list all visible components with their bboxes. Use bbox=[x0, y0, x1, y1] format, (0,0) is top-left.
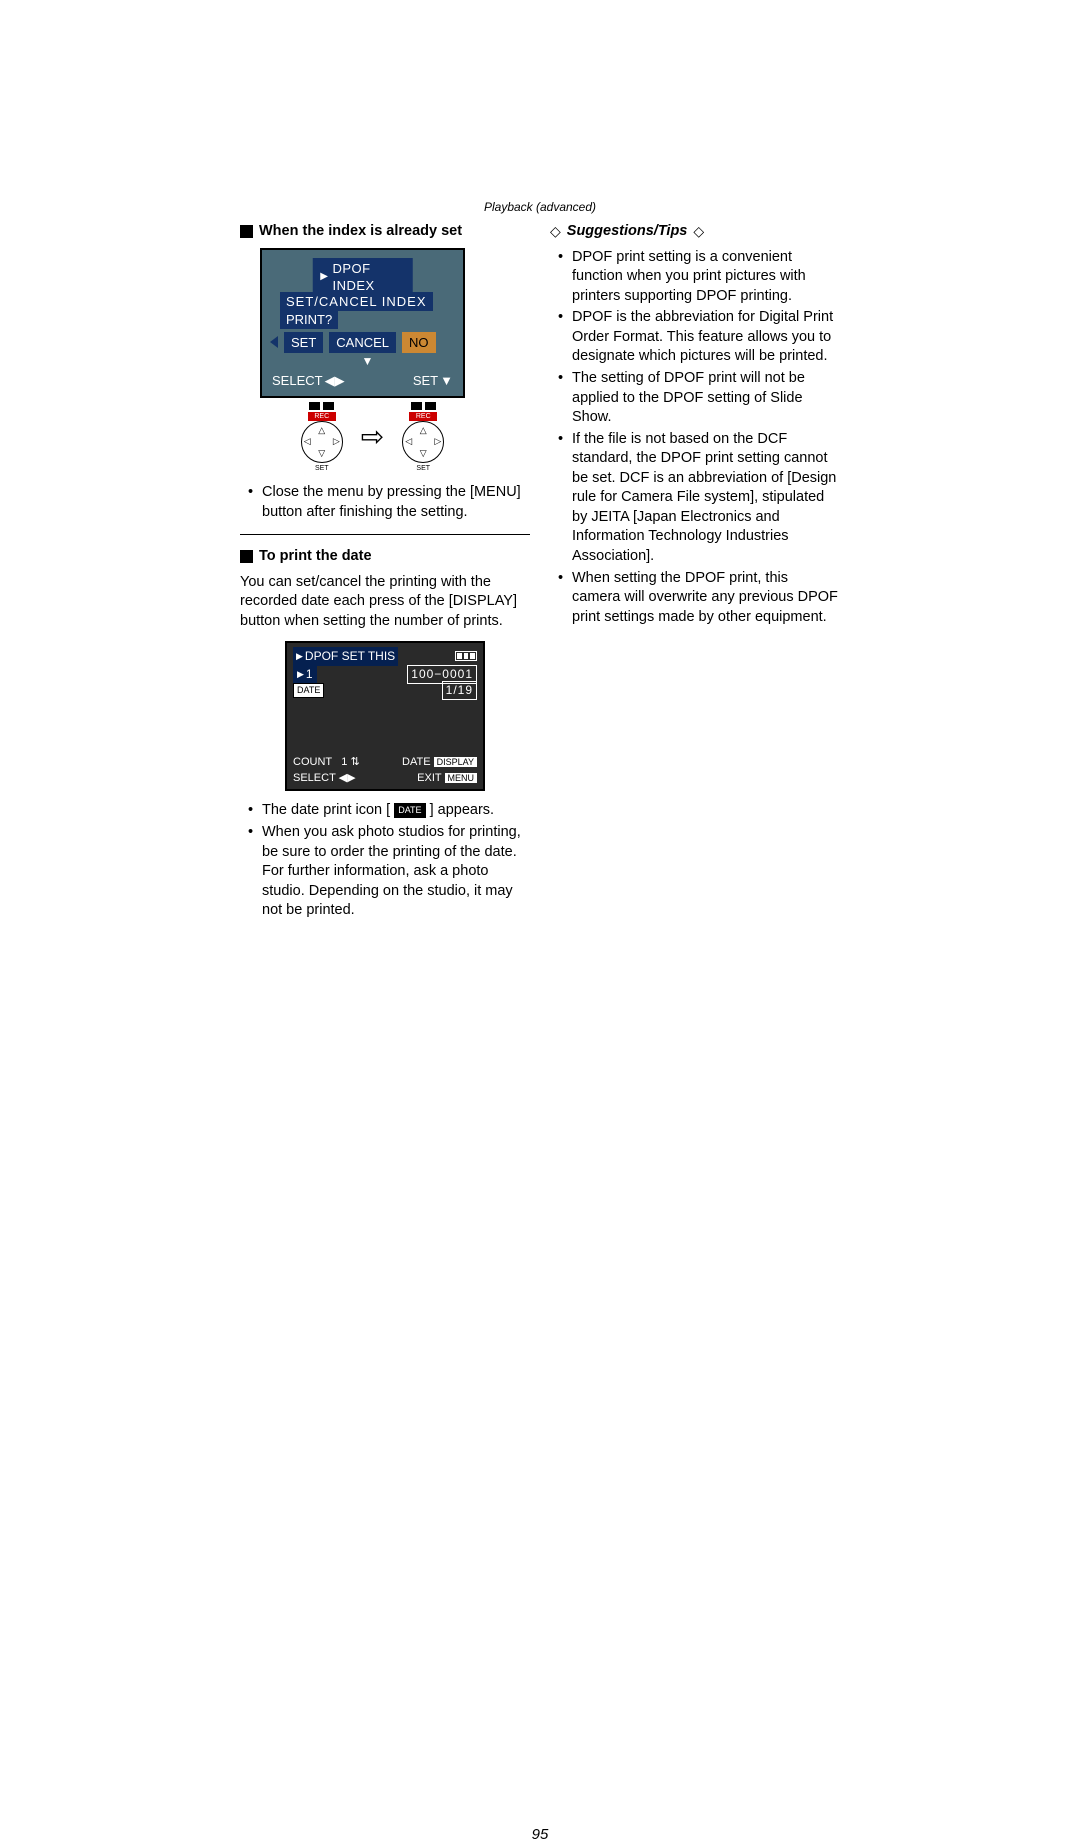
dpad-set-label: SET bbox=[315, 464, 329, 473]
tip-item: When setting the DPOF print, this camera… bbox=[562, 569, 840, 628]
left-column: When the index is already set DPOF INDEX… bbox=[240, 222, 530, 923]
header-playback: Playback (advanced) bbox=[240, 200, 840, 214]
dpad-left: REC △▽ ◁▷ SET bbox=[301, 402, 343, 473]
square-bullet-icon bbox=[240, 550, 253, 563]
battery-icon bbox=[455, 651, 477, 661]
image-counter: 1/19 bbox=[442, 681, 477, 699]
dpof-setcancel-label: SET/CANCEL INDEX bbox=[280, 292, 433, 312]
page-number: 95 bbox=[532, 1826, 549, 1843]
section-title-tips: Suggestions/Tips bbox=[567, 222, 688, 242]
date-display-label: DATE DISPLAY bbox=[402, 755, 477, 770]
dpof-print-label: PRINT? bbox=[280, 310, 338, 330]
section-head-print-date: To print the date bbox=[240, 547, 530, 567]
tip-item: If the file is not based on the DCF stan… bbox=[562, 430, 840, 567]
bullet-date-icon: The date print icon [ DATE ] appears. bbox=[252, 801, 530, 821]
date-badge: DATE bbox=[293, 683, 324, 697]
section-head-tips: ◇ Suggestions/Tips ◇ bbox=[550, 222, 840, 242]
right-column: ◇ Suggestions/Tips ◇ DPOF print setting … bbox=[550, 222, 840, 923]
set-indicator: SET ▼ bbox=[413, 372, 453, 390]
section-head-index-set: When the index is already set bbox=[240, 222, 530, 242]
select-label: SELECT ◀▶ bbox=[293, 771, 356, 786]
tip-item: DPOF is the abbreviation for Digital Pri… bbox=[562, 308, 840, 367]
square-bullet-icon bbox=[240, 225, 253, 238]
count-label: COUNT 1 ⇅ bbox=[293, 755, 360, 770]
option-cancel: CANCEL bbox=[329, 332, 396, 354]
arrow-right-icon: ⇨ bbox=[361, 418, 384, 456]
arrow-left-icon bbox=[270, 336, 278, 348]
tip-item: DPOF print setting is a convenient funct… bbox=[562, 248, 840, 307]
option-set: SET bbox=[284, 332, 323, 354]
dpad-set-label-2: SET bbox=[416, 464, 430, 473]
bullet-close-menu: Close the menu by pressing the [MENU] bu… bbox=[252, 483, 530, 522]
dpad-right: REC △▽ ◁▷ SET bbox=[402, 402, 444, 473]
dpof-index-screenshot: DPOF INDEX SET/CANCEL INDEX PRINT? SET C… bbox=[260, 248, 465, 473]
setthis-title: DPOF SET THIS bbox=[293, 647, 398, 665]
divider-line bbox=[240, 534, 530, 535]
exit-menu-label: EXIT MENU bbox=[417, 771, 477, 786]
section-title-index-set: When the index is already set bbox=[259, 222, 462, 242]
date-icon-inline: DATE bbox=[394, 803, 425, 817]
option-no: NO bbox=[402, 332, 436, 354]
dpof-setthis-screenshot: DPOF SET THIS 1 100−0001 DATE 1/19 COUNT… bbox=[285, 641, 485, 791]
diamond-icon: ◇ bbox=[550, 222, 561, 241]
bullet-photo-studios: When you ask photo studios for printing,… bbox=[252, 823, 530, 921]
arrow-down-icon: ▼ bbox=[362, 353, 374, 369]
rec-label: REC bbox=[308, 412, 336, 421]
tip-item: The setting of DPOF print will not be ap… bbox=[562, 369, 840, 428]
rec-label-2: REC bbox=[409, 412, 437, 421]
select-indicator: SELECT ◀▶ bbox=[272, 372, 345, 390]
dpad-illustration-row: REC △▽ ◁▷ SET ⇨ REC △▽ ◁▷ bbox=[280, 402, 465, 473]
diamond-icon: ◇ bbox=[693, 222, 704, 241]
section-title-print-date: To print the date bbox=[259, 547, 372, 567]
print-date-body: You can set/cancel the printing with the… bbox=[240, 573, 530, 632]
